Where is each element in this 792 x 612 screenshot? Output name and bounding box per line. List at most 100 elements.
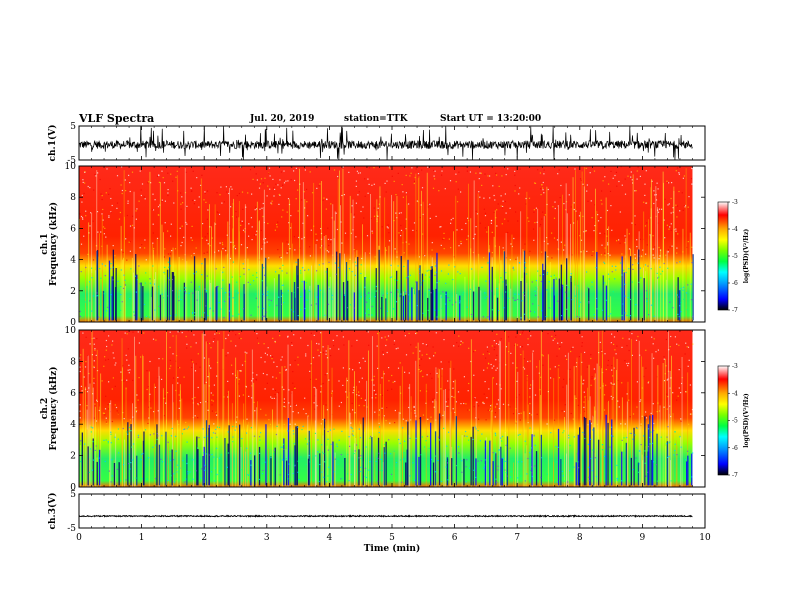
spectrogram-pixel — [105, 192, 107, 194]
spectrogram-pixel — [358, 381, 360, 383]
spectrogram-pixel — [558, 169, 560, 171]
spectrogram-pixel — [225, 292, 227, 294]
spectrogram-pixel — [246, 247, 248, 249]
spectrogram-pixel — [105, 236, 107, 238]
spectrogram-pixel — [313, 402, 315, 404]
spectrogram-dark-column — [535, 451, 538, 486]
spectrogram-pixel — [379, 307, 381, 309]
spectrogram-pixel — [601, 203, 603, 205]
spectrogram-dark-column — [523, 272, 526, 321]
spectrogram-pixel — [653, 190, 655, 192]
spectrogram-pixel — [538, 304, 540, 307]
spectrogram-burst — [137, 265, 139, 322]
spectrogram-pixel — [152, 338, 155, 340]
spectrogram-pixel — [539, 172, 541, 174]
spectrogram-pixel — [543, 169, 545, 171]
spectrogram-pixel — [534, 444, 536, 446]
spectrogram-burst — [307, 415, 309, 487]
spectrogram-pixel — [613, 343, 615, 345]
spectrogram-pixel — [315, 233, 317, 235]
spectrogram-pixel — [358, 391, 360, 393]
spectrogram-pixel — [645, 349, 647, 351]
spectrogram-pixel — [312, 192, 314, 194]
spectrogram-pixel — [96, 295, 98, 297]
spectrogram-pixel — [108, 470, 110, 472]
spectrogram-pixel — [128, 477, 130, 479]
spectrogram-pixel — [191, 239, 193, 241]
spectrogram-pixel — [611, 435, 614, 437]
spectrogram-pixel — [604, 353, 606, 355]
spectrogram-pixel — [578, 467, 580, 469]
spectrogram-pixel — [327, 303, 329, 305]
spectrogram-pixel — [521, 332, 524, 334]
spectrogram-pixel — [388, 232, 390, 234]
spectrogram-pixel — [409, 475, 411, 477]
spectrogram-pixel — [455, 173, 457, 175]
spectrogram-pixel — [540, 188, 542, 190]
spectrogram-pixel — [687, 284, 689, 286]
spectrogram-pixel — [104, 460, 106, 463]
spectrogram-pixel — [409, 274, 411, 276]
spectrogram-pixel — [218, 332, 220, 334]
spectrogram-pixel — [129, 190, 131, 193]
spectrogram-pixel — [645, 202, 647, 204]
spectrogram-pixel — [197, 353, 199, 355]
spectrogram-pixel — [243, 273, 245, 275]
spectrogram-pixel — [677, 233, 679, 235]
spectrogram-dark-column — [544, 251, 547, 321]
spectrogram-pixel — [666, 408, 668, 410]
spectrogram-pixel — [249, 452, 252, 454]
spectrogram-pixel — [327, 449, 329, 451]
spectrogram-pixel — [181, 433, 183, 435]
spectrogram-burst — [259, 220, 260, 322]
spectrogram-pixel — [450, 219, 452, 221]
spectrogram-burst — [356, 250, 358, 322]
spectrogram-burst — [493, 236, 495, 322]
spectrogram-pixel — [564, 355, 567, 357]
spectrogram-pixel — [218, 213, 221, 215]
spectrogram-pixel — [549, 368, 551, 370]
spectrogram-pixel — [422, 312, 424, 314]
spectrogram-pixel — [541, 184, 543, 186]
spectrogram-pixel — [90, 431, 92, 433]
spectrogram-pixel — [626, 345, 628, 347]
spectrogram-pixel — [502, 281, 504, 283]
spectrogram-pixel — [250, 314, 252, 316]
spectrogram-burst — [511, 234, 513, 322]
spectrogram-pixel — [110, 211, 112, 213]
spectrogram-pixel — [286, 211, 288, 213]
colorbar-tick-label: -5 — [732, 253, 738, 260]
spectrogram-dark-column — [99, 449, 101, 486]
spectrogram-pixel — [89, 281, 91, 283]
spectrogram-pixel — [676, 205, 679, 207]
spectrogram-pixel — [276, 223, 278, 226]
spectrogram-pixel — [315, 303, 317, 305]
spectrogram-pixel — [105, 339, 107, 342]
spectrogram-pixel — [314, 408, 316, 410]
spectrogram-burst — [352, 263, 354, 322]
spectrogram-burst — [406, 203, 408, 322]
spectrogram-pixel — [151, 208, 154, 211]
spectrogram-pixel — [591, 286, 593, 288]
spectrogram-pixel — [446, 445, 448, 447]
spectrogram-pixel — [615, 171, 617, 173]
spectrogram-pixel — [515, 421, 518, 423]
spectrogram-pixel — [399, 295, 401, 297]
spectrogram-pixel — [593, 378, 596, 381]
spectrogram-pixel — [447, 380, 449, 382]
spectrogram-burst — [605, 197, 607, 322]
spectrogram-pixel — [204, 236, 206, 238]
spectrogram-pixel — [530, 447, 532, 449]
spectrogram-pixel — [389, 167, 391, 170]
spectrogram-pixel — [632, 413, 635, 415]
spectrogram-dark-column — [459, 295, 461, 321]
spectrogram-burst — [89, 383, 91, 487]
spectrogram-pixel — [272, 376, 274, 378]
spectrogram-pixel — [443, 232, 445, 234]
spectrogram-burst — [372, 336, 373, 487]
spectrogram-pixel — [125, 479, 127, 481]
spectrogram-burst — [626, 228, 628, 322]
spectrogram-pixel — [270, 396, 272, 398]
spectrogram-pixel — [663, 262, 665, 265]
